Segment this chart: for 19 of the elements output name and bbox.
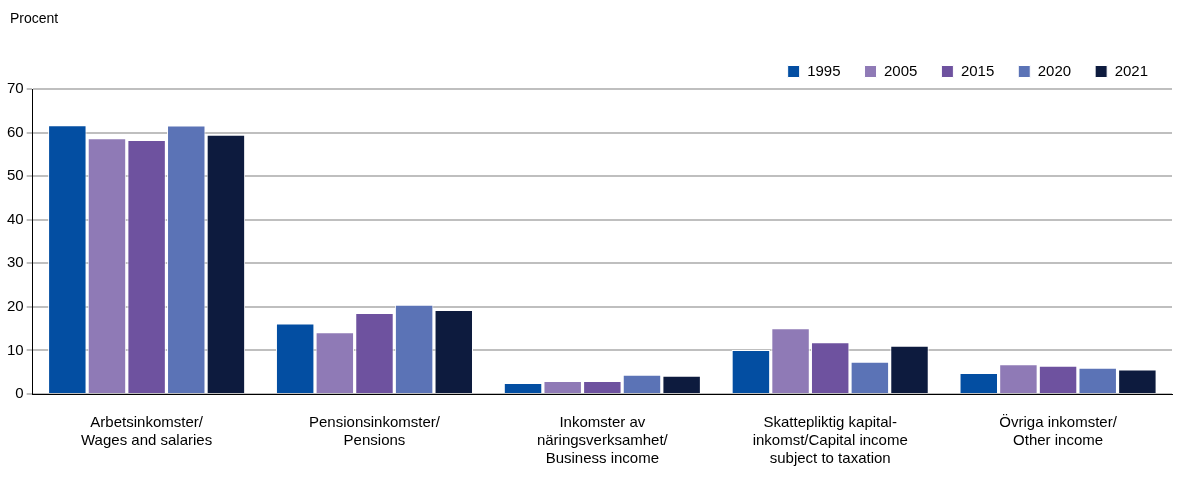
legend-label: 2005 — [884, 61, 918, 79]
y-tick-label: 20 — [7, 297, 24, 314]
legend-label: 1995 — [807, 61, 841, 79]
y-tick-label: 30 — [7, 253, 24, 271]
x-tick-label: Pensionsinkomster/ Pensions — [309, 413, 441, 449]
legend-label: 2021 — [1114, 61, 1149, 79]
y-axis-title: Procent — [10, 9, 59, 26]
x-tick-label: Inkomster av näringsverksamhet/ Business income — [536, 413, 669, 467]
y-tick-label: 70 — [7, 79, 24, 97]
legend-label: 2020 — [1037, 61, 1072, 79]
y-tick-label: 10 — [7, 340, 24, 358]
y-tick-label: 50 — [7, 166, 24, 184]
x-tick-label: Skattepliktig kapital- inkomst/Capital income subject to taxation — [752, 413, 908, 467]
y-tick-label: 40 — [7, 209, 24, 227]
x-tick-label: Arbetsinkomster/ Wages and salaries — [81, 413, 213, 449]
legend-label: 2015 — [960, 61, 995, 79]
x-tick-label: Övriga inkomster/ Other income — [999, 413, 1118, 449]
y-tick-label: 0 — [15, 384, 24, 402]
y-tick-label: 60 — [7, 122, 24, 140]
